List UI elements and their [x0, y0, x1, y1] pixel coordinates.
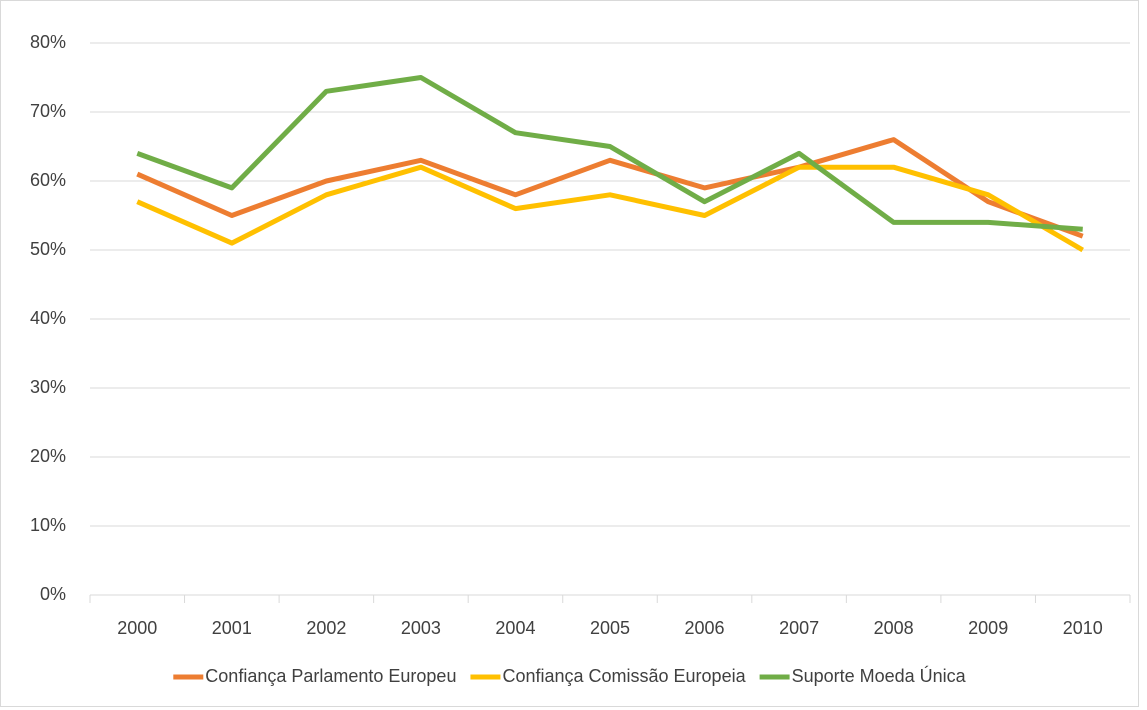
x-tick-label: 2010 [1063, 618, 1103, 638]
series-line [136, 137, 1084, 239]
y-tick-label: 50% [30, 239, 66, 259]
legend-label: Confiança Parlamento Europeu [205, 666, 456, 686]
x-tick-label: 2006 [685, 618, 725, 638]
legend-label: Suporte Moeda Única [792, 665, 967, 686]
y-tick-label: 60% [30, 170, 66, 190]
x-tick-label: 2004 [495, 618, 535, 638]
y-tick-label: 30% [30, 377, 66, 397]
x-tick-label: 2008 [874, 618, 914, 638]
x-tick-label: 2001 [212, 618, 252, 638]
x-tick-label: 2005 [590, 618, 630, 638]
x-tick-label: 2000 [117, 618, 157, 638]
legend-label: Confiança Comissão Europeia [502, 666, 746, 686]
x-tick-label: 2009 [968, 618, 1008, 638]
series-line [136, 75, 1083, 232]
x-tick-label: 2002 [306, 618, 346, 638]
y-tick-label: 0% [40, 584, 66, 604]
y-tick-label: 20% [30, 446, 66, 466]
y-tick-label: 70% [30, 101, 66, 121]
y-tick-label: 80% [30, 32, 66, 52]
y-tick-label: 40% [30, 308, 66, 328]
series-line [136, 164, 1084, 253]
x-tick-label: 2007 [779, 618, 819, 638]
x-tick-label: 2003 [401, 618, 441, 638]
y-tick-label: 10% [30, 515, 66, 535]
